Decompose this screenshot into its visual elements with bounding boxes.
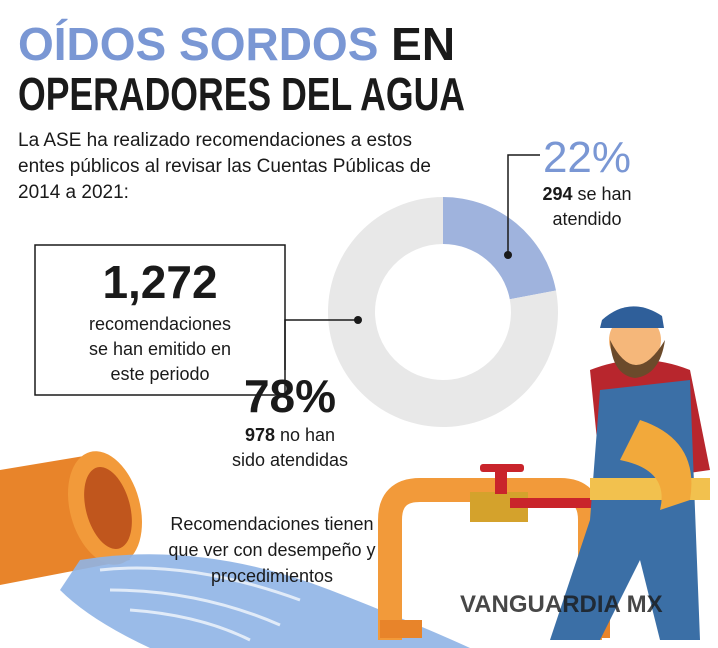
title-rest: EN [391,18,455,70]
total-number: 1,272 [102,256,217,308]
leader-line [284,319,358,370]
annotation-text: se han [573,184,632,204]
annotation-text: sido atendidas [232,450,348,470]
intro-line: La ASE ha realizado recomendaciones a es… [18,130,412,151]
annotation-count: 978 [245,425,275,445]
title-line2: OPERADORES DEL AGUA [18,68,465,120]
title-line1: OÍDOS SORDOS EN [18,18,455,70]
donut-segment [443,197,556,300]
watermark: VANGUARDIA MX [460,591,663,618]
donut-chart [327,197,558,428]
annotation-text: atendido [552,209,621,229]
total-text: se han emitido en [89,339,231,359]
annotation: 294 se han [542,184,631,204]
leader-line [507,154,540,255]
annotation-count: 294 [542,184,572,204]
leader-dot [354,316,362,324]
total-text: este periodo [110,364,209,384]
leader-dot [504,251,512,259]
donut-segment [327,197,558,428]
intro-line: entes públicos al revisar las Cuentas Pú… [18,156,431,177]
illustration: VANGUARDIA MX [0,306,710,648]
value-label: 78% [244,370,336,422]
total-text: recomendaciones [89,314,231,334]
footnote: que ver con desempeño y [168,540,375,560]
title-highlight: OÍDOS SORDOS [18,18,378,70]
footnote: procedimientos [211,566,333,586]
annotation: 978 no han [245,425,335,445]
intro-line: 2014 a 2021: [18,182,129,203]
value-label: 22% [543,133,631,182]
footnote: Recomendaciones tienen [170,514,373,534]
annotation-text: no han [275,425,335,445]
